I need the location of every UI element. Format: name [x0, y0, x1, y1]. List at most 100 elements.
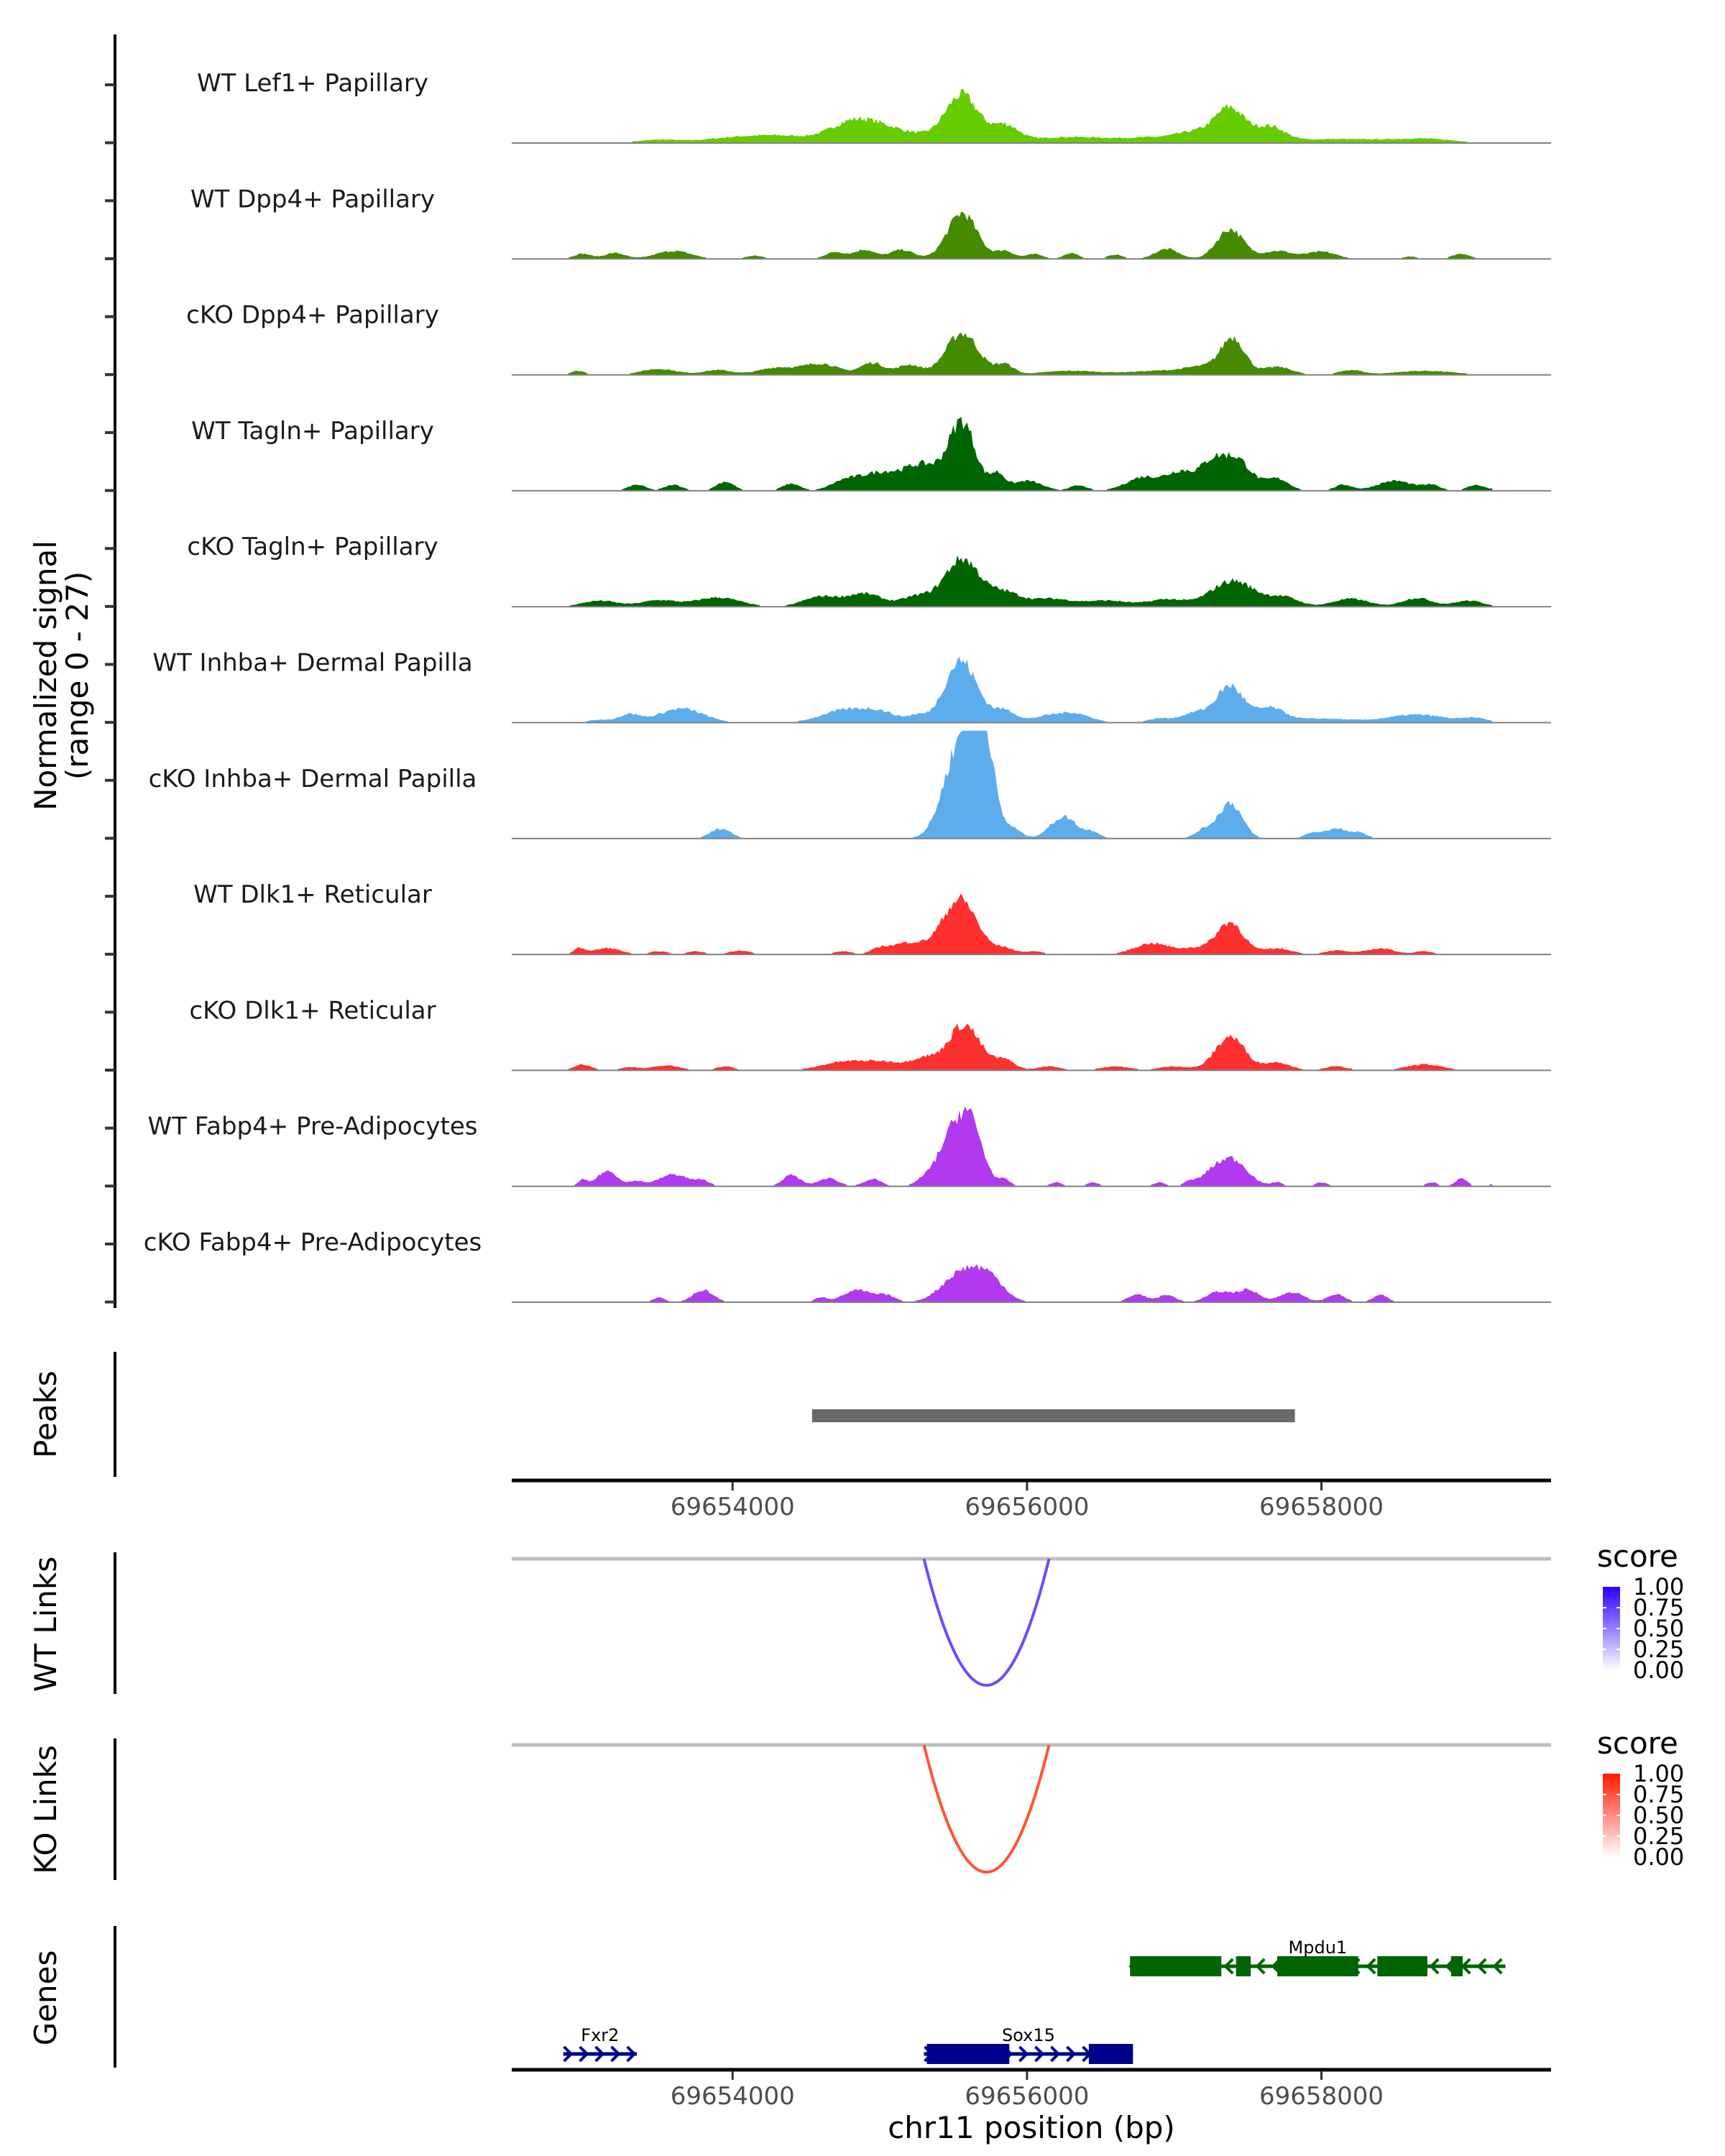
- strand-arrow-icon: [579, 2045, 589, 2063]
- legend-title: score: [1597, 1726, 1678, 1761]
- track-label: cKO Fabp4+ Pre-Adipocytes: [144, 1228, 482, 1257]
- coverage-track: cKO Dpp4+ Papillary: [186, 301, 1551, 376]
- track-label: cKO Tagln+ Papillary: [187, 533, 438, 561]
- strand-arrow-icon: [1460, 1958, 1471, 1975]
- coverage-area: [540, 211, 1493, 259]
- coverage-track: WT Lef1+ Papillary: [197, 69, 1551, 144]
- x-tick-label: 69654000: [671, 2082, 795, 2111]
- exon: [1450, 1956, 1463, 1976]
- legend-tick-label: 0.50: [1633, 1802, 1684, 1829]
- peaks-panel: Peaks 69654000 69656000 69658000: [28, 1352, 1551, 1521]
- coverage-track: cKO Fabp4+ Pre-Adipocytes: [144, 1228, 1551, 1303]
- legend-tick-label: 1.00: [1633, 1573, 1684, 1600]
- exon: [926, 2044, 1010, 2064]
- strand-arrow-icon: [1255, 1958, 1266, 1975]
- coverage-tracks: WT Lef1+ Papillary WT Dpp4+ Papillary cKO …: [144, 69, 1551, 1303]
- link-arc: [922, 1558, 1051, 1687]
- legend-title: score: [1597, 1539, 1678, 1574]
- legend-tick-label: 0.75: [1633, 1594, 1684, 1621]
- gene-label: Mpdu1: [1289, 1938, 1348, 1958]
- coverage-area: [540, 555, 1493, 607]
- strand-arrow-icon: [1050, 2045, 1061, 2063]
- track-label: WT Dpp4+ Papillary: [190, 185, 435, 213]
- strand-arrow-icon: [1492, 1958, 1503, 1975]
- gene-label: Sox15: [1002, 2025, 1055, 2045]
- strand-arrow-icon: [594, 2045, 605, 2063]
- track-label: cKO Inhba+ Dermal Papilla: [149, 765, 477, 793]
- coverage-track: WT Fabp4+ Pre-Adipocytes: [148, 1106, 1551, 1187]
- track-label: WT Inhba+ Dermal Papilla: [152, 649, 472, 678]
- wt-links-label: WT Links: [28, 1557, 63, 1692]
- x-tick-label: 69656000: [965, 1493, 1089, 1521]
- x-tick-label: 69658000: [1259, 2082, 1384, 2111]
- track-label: WT Lef1+ Papillary: [197, 69, 428, 98]
- x-axis-title: chr11 position (bp): [888, 2110, 1175, 2145]
- strand-arrow-icon: [1066, 2045, 1077, 2063]
- peaks-label: Peaks: [28, 1370, 63, 1458]
- legend-tick-label: 0.00: [1633, 1657, 1684, 1684]
- strand-arrow-icon: [1476, 1958, 1487, 1975]
- legend-tick-label: 0.50: [1633, 1615, 1684, 1642]
- coverage-track: WT Tagln+ Papillary: [191, 416, 1551, 492]
- exon: [1088, 2044, 1133, 2064]
- x-tick-label: 69656000: [965, 2082, 1089, 2111]
- legend-tick-label: 1.00: [1633, 1760, 1684, 1787]
- gene-label: Fxr2: [581, 2025, 619, 2045]
- legend-tick-label: 0.25: [1633, 1636, 1684, 1663]
- track-label: WT Dlk1+ Reticular: [193, 880, 432, 909]
- x-tick-label: 69654000: [671, 1493, 795, 1521]
- x-tick-label: 69658000: [1259, 1493, 1384, 1521]
- coverage-track: cKO Inhba+ Dermal Papilla: [149, 730, 1551, 839]
- coverage-area: [540, 1106, 1493, 1187]
- coverage-area: [540, 730, 1493, 839]
- coverage-track: cKO Dlk1+ Reticular: [189, 996, 1551, 1072]
- coverage-track: cKO Tagln+ Papillary: [187, 533, 1551, 608]
- gene-fxr2: Fxr2: [563, 2025, 638, 2063]
- coverage-y-axis: [105, 34, 116, 1308]
- track-label: cKO Dlk1+ Reticular: [189, 996, 436, 1025]
- legend-tick-label: 0.25: [1633, 1823, 1684, 1850]
- coverage-track: WT Dlk1+ Reticular: [193, 880, 1551, 956]
- strand-arrow-icon: [563, 2045, 574, 2063]
- exon: [1236, 1956, 1251, 1976]
- gene-mpdu1: Mpdu1: [1128, 1938, 1506, 1976]
- coverage-area: [540, 1023, 1493, 1071]
- ylabel-sub: (range 0 - 27): [60, 571, 95, 780]
- strand-arrow-icon: [610, 2045, 621, 2063]
- coverage-area: [540, 332, 1493, 375]
- legend-tick-label: 0.00: [1633, 1843, 1684, 1871]
- strand-arrow-icon: [1429, 1958, 1440, 1975]
- strand-arrow-icon: [1366, 1958, 1376, 1975]
- track-label: WT Fabp4+ Pre-Adipocytes: [148, 1112, 478, 1141]
- genes-label: Genes: [28, 1950, 63, 2046]
- strand-arrow-icon: [1223, 1958, 1234, 1975]
- coverage-area: [540, 88, 1493, 143]
- coverage-area: [540, 893, 1493, 955]
- exon: [1377, 1956, 1427, 1976]
- legend-tick-label: 0.75: [1633, 1781, 1684, 1808]
- exon: [1130, 1956, 1222, 1976]
- exon: [1277, 1956, 1358, 1976]
- coverage-area: [540, 416, 1493, 491]
- peak-region: [811, 1409, 1295, 1422]
- gene-sox15: Sox15: [924, 2025, 1133, 2064]
- coverage-area: [540, 1264, 1493, 1302]
- coverage-area: [540, 657, 1493, 723]
- track-label: cKO Dpp4+ Papillary: [186, 301, 439, 330]
- ko-links-label: KO Links: [28, 1745, 63, 1874]
- genes-panel: Genes Mpdu1 Fxr2 Sox15 69654000 69656000 696…: [28, 1926, 1551, 2145]
- coverage-track: WT Inhba+ Dermal Papilla: [152, 649, 1551, 724]
- coverage-track: WT Dpp4+ Papillary: [190, 185, 1551, 260]
- link-arc: [922, 1744, 1051, 1874]
- ylabel-main: Normalized signal: [28, 540, 63, 811]
- strand-arrow-icon: [1034, 2045, 1045, 2063]
- coverage-ylabel: Normalized signal (range 0 - 27): [28, 540, 95, 811]
- coverage-y-ticks: [105, 83, 115, 1304]
- track-label: WT Tagln+ Papillary: [191, 417, 434, 446]
- strand-arrow-icon: [626, 2045, 637, 2063]
